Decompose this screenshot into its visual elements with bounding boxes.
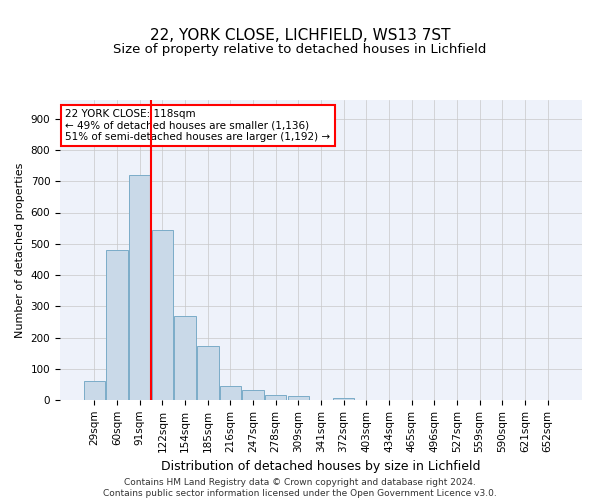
Y-axis label: Number of detached properties: Number of detached properties (15, 162, 25, 338)
Bar (84, 381, 105, 400)
Bar (152, 230, 173, 400)
X-axis label: Distribution of detached houses by size in Lichfield: Distribution of detached houses by size … (161, 460, 481, 473)
Bar (129, 175, 151, 400)
Bar (220, 386, 241, 400)
Bar (175, 316, 196, 400)
Bar (333, 398, 355, 400)
Text: 22, YORK CLOSE, LICHFIELD, WS13 7ST: 22, YORK CLOSE, LICHFIELD, WS13 7ST (150, 28, 450, 42)
Bar (106, 250, 128, 400)
Bar (197, 346, 218, 400)
Text: 22 YORK CLOSE: 118sqm
← 49% of detached houses are smaller (1,136)
51% of semi-d: 22 YORK CLOSE: 118sqm ← 49% of detached … (65, 109, 331, 142)
Text: Contains HM Land Registry data © Crown copyright and database right 2024.
Contai: Contains HM Land Registry data © Crown c… (103, 478, 497, 498)
Bar (287, 396, 309, 400)
Text: Size of property relative to detached houses in Lichfield: Size of property relative to detached ho… (113, 42, 487, 56)
Bar (265, 394, 286, 400)
Bar (242, 390, 264, 400)
